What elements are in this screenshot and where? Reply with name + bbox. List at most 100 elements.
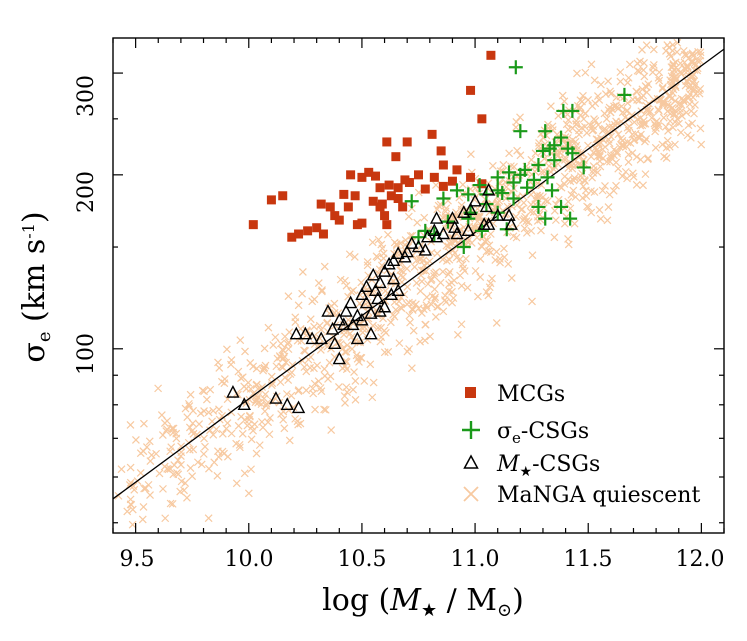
manga-point (535, 138, 543, 147)
manga-point (569, 186, 578, 195)
sigma-csg-point (538, 124, 553, 139)
manga-point (355, 358, 363, 366)
manga-point (421, 320, 430, 329)
manga-point (642, 41, 651, 50)
manga-point (595, 206, 604, 214)
manga-point (641, 170, 650, 179)
manga-point (414, 304, 423, 313)
manga-point (502, 194, 510, 203)
mstar-csg-point (391, 283, 405, 296)
manga-point (564, 125, 573, 134)
manga-point (396, 266, 405, 275)
manga-point (128, 520, 137, 529)
legend-label-manga: MaNGA quiescent (497, 483, 700, 508)
mstar-csg-point (411, 239, 426, 253)
manga-point (125, 481, 134, 489)
manga-point (696, 124, 705, 133)
manga-point (458, 260, 467, 269)
manga-point (407, 364, 416, 373)
manga-point (624, 73, 633, 82)
manga-point (456, 271, 465, 280)
sigma-csg-point (502, 165, 517, 180)
mcg-point (318, 229, 328, 239)
manga-point (442, 298, 450, 307)
manga-point (376, 337, 385, 346)
manga-point (220, 375, 229, 384)
manga-point (199, 450, 208, 458)
manga-point (444, 242, 453, 251)
manga-point (294, 301, 303, 310)
manga-point (616, 68, 625, 77)
manga-point (665, 91, 674, 100)
manga-point (486, 248, 495, 257)
legend-label-mcgs: MCGs (497, 382, 565, 407)
manga-point (581, 122, 589, 131)
manga-point (424, 280, 432, 288)
mstar-csg-point (461, 223, 475, 237)
manga-point (186, 390, 195, 399)
manga-point (351, 395, 360, 404)
manga-point (498, 167, 507, 176)
manga-point (241, 347, 249, 356)
manga-point (284, 345, 293, 354)
mstar-csg-point (332, 351, 346, 365)
manga-point (265, 430, 274, 439)
manga-point (668, 103, 677, 112)
manga-point (560, 172, 569, 181)
manga-point (610, 145, 618, 154)
manga-point (276, 339, 285, 348)
manga-point (398, 266, 407, 275)
manga-point (598, 186, 607, 195)
manga-point (578, 194, 587, 202)
manga-point (688, 119, 697, 128)
manga-point (189, 445, 198, 454)
mcg-point (346, 170, 356, 180)
manga-point (342, 281, 351, 290)
manga-point (491, 256, 500, 264)
sigma-csg-point (456, 240, 471, 255)
manga-point (349, 385, 358, 394)
manga-point (512, 233, 521, 242)
manga-point (298, 267, 307, 276)
manga-point (417, 277, 426, 286)
manga-point (284, 338, 293, 347)
manga-point (445, 286, 453, 295)
mcg-point (334, 215, 344, 225)
sigma-csg-point (542, 141, 557, 156)
mcg-point (312, 223, 322, 233)
manga-point (600, 109, 609, 118)
manga-point (363, 258, 372, 266)
manga-point (420, 213, 429, 222)
manga-point (430, 272, 438, 281)
manga-point (247, 465, 255, 474)
manga-point (168, 424, 177, 433)
manga-point (550, 233, 559, 242)
manga-point (639, 116, 648, 125)
series-square (248, 50, 496, 242)
mstar-csg-point (481, 217, 496, 230)
manga-point (223, 452, 232, 461)
manga-point (636, 114, 645, 123)
manga-point (628, 169, 637, 178)
manga-point (368, 238, 377, 247)
manga-point (152, 449, 161, 458)
manga-point (349, 286, 358, 295)
mcg-point (364, 167, 374, 177)
manga-point (264, 418, 272, 427)
manga-point (311, 405, 319, 414)
manga-point (262, 401, 271, 410)
manga-point (131, 436, 140, 444)
manga-point (436, 278, 445, 287)
manga-point (520, 215, 529, 223)
mcg-point (325, 202, 335, 212)
manga-point (672, 74, 681, 83)
mcg-point (486, 50, 496, 60)
manga-point (320, 365, 329, 373)
manga-point (581, 68, 590, 77)
mstar-csg-point (332, 312, 346, 326)
series-triangle (226, 182, 518, 414)
manga-point (430, 295, 439, 304)
manga-point (235, 443, 244, 452)
manga-point (300, 346, 308, 355)
manga-point (503, 202, 512, 211)
